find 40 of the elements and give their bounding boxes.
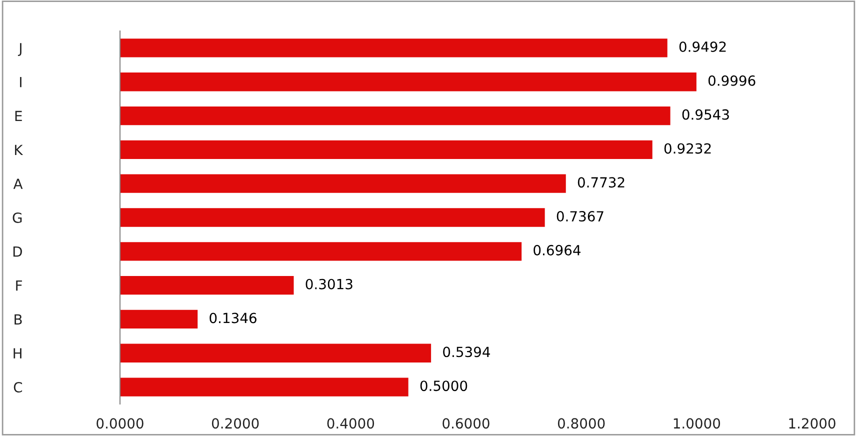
x-tick-label: 1.2000 [789, 418, 836, 429]
y-tick-label: K [15, 144, 24, 155]
x-tick-label: 0.4000 [327, 418, 374, 429]
y-tick-label: E [15, 110, 22, 122]
data-label: 0.5394 [443, 346, 490, 358]
data-label: 0.1346 [210, 312, 256, 324]
y-tick-label: G [12, 212, 22, 223]
y-tick-label: B [14, 314, 22, 325]
y-tick-label: D [13, 246, 22, 257]
data-label: 0.3013 [306, 278, 352, 290]
x-tick-label: 0.8000 [558, 418, 605, 429]
y-tick-label: C [14, 382, 22, 393]
data-label: 0.5000 [420, 380, 468, 392]
data-label: 0.9232 [664, 143, 711, 154]
bar [120, 378, 408, 396]
bar [120, 276, 294, 295]
y-tick-label: J [18, 43, 22, 56]
x-tick-label: 0.0000 [96, 418, 144, 429]
bar [120, 140, 652, 160]
y-tick-label: H [14, 348, 22, 358]
data-label: 0.9543 [682, 109, 729, 120]
data-label: 0.7732 [578, 177, 624, 188]
bar [120, 38, 668, 58]
y-tick-label: F [16, 280, 22, 291]
y-tick-label: I [20, 77, 22, 88]
bar [120, 310, 198, 329]
data-label: 0.9492 [679, 41, 726, 52]
y-tick-label: A [13, 178, 23, 189]
bar [120, 242, 522, 261]
bar [120, 208, 545, 227]
data-label: 0.6964 [534, 244, 581, 256]
x-tick-label: 0.6000 [442, 418, 490, 429]
data-label: 0.9996 [708, 75, 756, 86]
x-tick-label: 0.2000 [212, 418, 259, 429]
bar [120, 344, 432, 362]
x-tick-label: 1.0000 [674, 418, 720, 429]
bar [120, 174, 566, 193]
bar [120, 106, 670, 126]
data-label: 0.7367 [556, 211, 604, 222]
bar [120, 72, 696, 92]
